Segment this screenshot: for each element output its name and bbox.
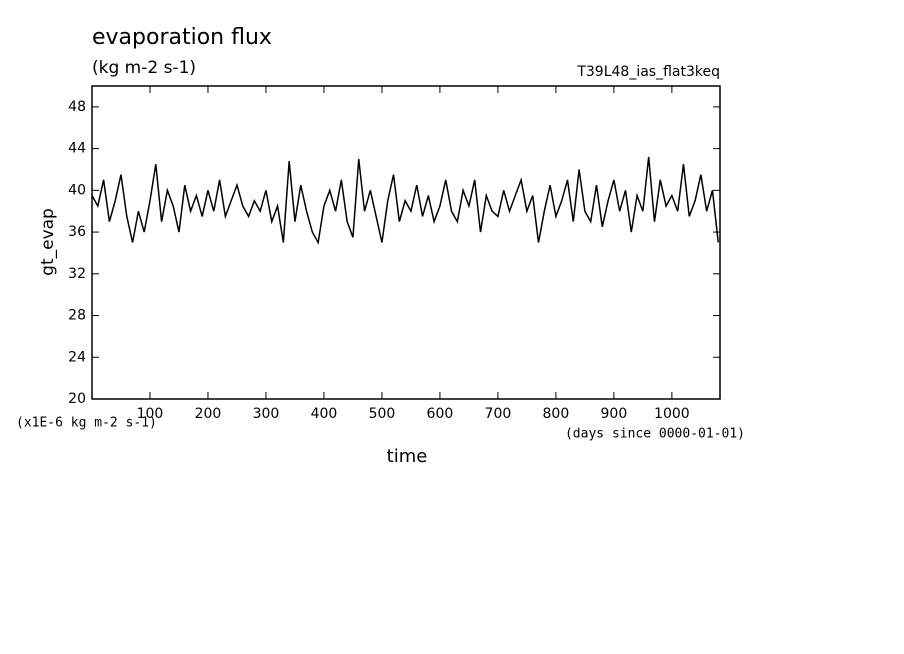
x-tick-label: 100 <box>137 406 164 422</box>
y-unit: (x1E-6 kg m-2 s-1) <box>16 416 157 431</box>
x-tick-label: 900 <box>601 406 628 422</box>
x-tick-label: 400 <box>311 406 338 422</box>
y-tick-label: 32 <box>68 266 86 282</box>
y-tick-label: 48 <box>68 99 86 115</box>
x-tick-label: 800 <box>543 406 570 422</box>
y-tick-label: 28 <box>68 308 86 324</box>
y-axis-label: gt_evap <box>38 208 58 276</box>
x-axis-label: time <box>387 446 428 467</box>
data-line <box>91 156 720 245</box>
x-unit: (days since 0000-01-01) <box>565 427 745 442</box>
y-tick-label: 40 <box>68 182 86 198</box>
plot-frame <box>91 85 721 400</box>
chart-subtitle: (kg m-2 s-1) <box>92 58 196 78</box>
annotation: T39L48_ias_flat3keq <box>576 64 720 80</box>
x-tick-label: 200 <box>195 406 222 422</box>
y-tick-label: 20 <box>68 391 86 407</box>
x-tick-label: 500 <box>369 406 396 422</box>
x-tick-label: 600 <box>427 406 454 422</box>
x-tick-label: 1000 <box>654 406 690 422</box>
y-tick-label: 36 <box>68 224 86 240</box>
x-tick-label: 300 <box>253 406 280 422</box>
y-tick-label: 24 <box>68 349 86 365</box>
x-tick-label: 700 <box>485 406 512 422</box>
chart-title: evaporation flux <box>92 25 272 50</box>
y-tick-label: 44 <box>68 141 86 157</box>
